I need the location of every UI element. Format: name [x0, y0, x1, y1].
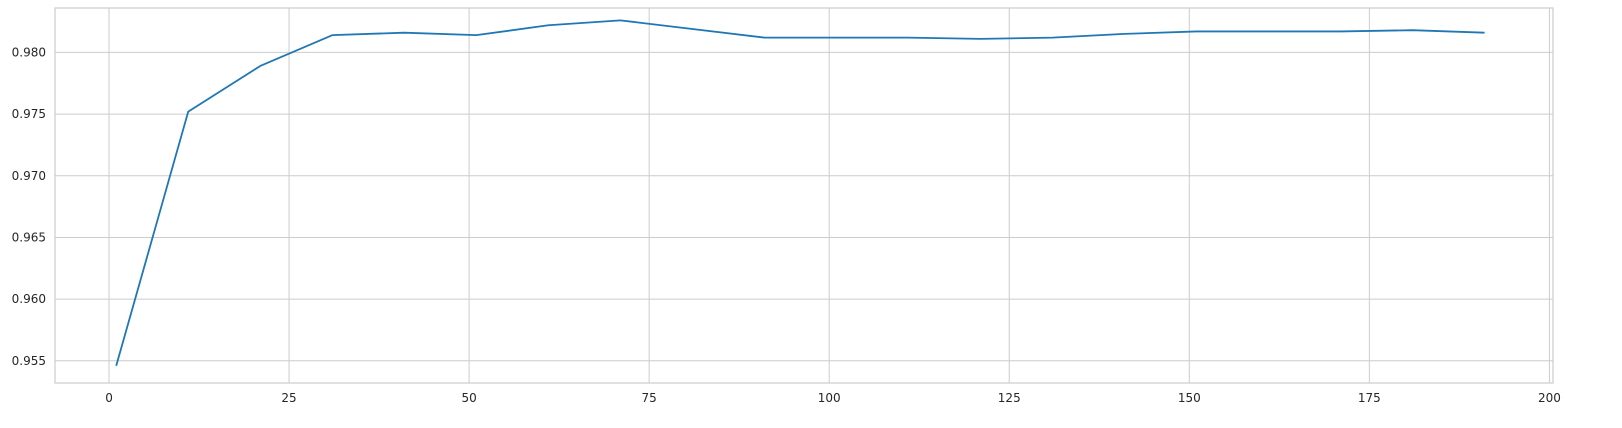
- plot-area: [54, 7, 1554, 384]
- y-tick-label: 0.970: [12, 169, 46, 183]
- x-tick-label: 125: [998, 391, 1021, 405]
- series-layer: [115, 19, 1485, 366]
- series-line: [115, 19, 1485, 366]
- x-tick-label: 0: [105, 391, 113, 405]
- grid-lines: [55, 8, 1553, 383]
- x-tick-label: 50: [461, 391, 476, 405]
- y-tick-label: 0.965: [12, 230, 46, 244]
- x-axis-ticks: 0 25 50 75 100 125 150 175 200: [105, 391, 1561, 405]
- y-axis-ticks: 0.955 0.960 0.965 0.970 0.975 0.980: [12, 45, 46, 367]
- y-tick-label: 0.980: [12, 45, 46, 59]
- y-tick-label: 0.960: [12, 292, 46, 306]
- x-tick-label: 100: [818, 391, 841, 405]
- x-tick-label: 25: [281, 391, 296, 405]
- y-tick-label: 0.975: [12, 107, 46, 121]
- x-tick-label: 75: [642, 391, 657, 405]
- x-tick-label: 150: [1178, 391, 1201, 405]
- y-tick-label: 0.955: [12, 354, 46, 368]
- x-tick-label: 175: [1358, 391, 1381, 405]
- x-tick-label: 200: [1538, 391, 1561, 405]
